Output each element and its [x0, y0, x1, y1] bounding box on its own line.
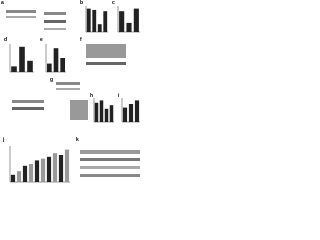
blot-band [80, 158, 140, 161]
bar [58, 155, 64, 182]
blot-band [80, 174, 140, 177]
blot-panel [70, 100, 88, 120]
bar [52, 153, 58, 182]
blot-band [12, 100, 44, 103]
blots [6, 10, 140, 177]
bar [28, 164, 34, 182]
panel-label: h [90, 93, 93, 99]
bar [126, 22, 132, 32]
panel-label: k [76, 137, 79, 143]
bar [11, 66, 17, 72]
panel-label: b [80, 0, 83, 6]
figure: a b c d e f g h i j k [1, 0, 140, 183]
blot-band [12, 107, 44, 110]
panel-label: a [1, 0, 4, 6]
blot-band [44, 20, 66, 23]
blot-band [6, 16, 36, 18]
bar [27, 60, 33, 72]
blot-band [6, 10, 36, 13]
bar [134, 100, 140, 122]
bar [119, 11, 125, 32]
panel-label: d [4, 37, 7, 43]
panel-label: i [118, 93, 120, 99]
blot-band [44, 28, 66, 30]
blot-band [44, 12, 66, 15]
bar [109, 105, 114, 122]
bar [97, 24, 102, 32]
bar [60, 58, 65, 72]
blot-panel [86, 44, 126, 58]
panel-label: c [112, 0, 115, 6]
bar [10, 174, 16, 182]
bar [99, 100, 104, 122]
blot-band [80, 150, 140, 154]
bar [22, 165, 28, 182]
bar [47, 63, 52, 72]
blot-band [86, 62, 126, 65]
bar [46, 156, 52, 182]
blot-band [56, 88, 80, 90]
bar [16, 171, 22, 182]
bar [34, 160, 40, 182]
panel-label: f [80, 37, 82, 43]
bar [128, 104, 134, 122]
bar [103, 11, 108, 32]
bar [94, 102, 99, 122]
blot-band [56, 82, 80, 85]
bar [104, 108, 109, 122]
bar [40, 158, 46, 182]
bar [92, 9, 97, 32]
bar [122, 107, 128, 122]
blot-band [80, 166, 140, 169]
panel-label: e [40, 37, 43, 43]
panel-label: g [50, 77, 53, 83]
bar [19, 46, 25, 72]
bar [133, 8, 139, 33]
bar [53, 48, 59, 72]
panel-label: j [2, 137, 5, 143]
bar [86, 8, 91, 33]
bar [64, 149, 70, 182]
